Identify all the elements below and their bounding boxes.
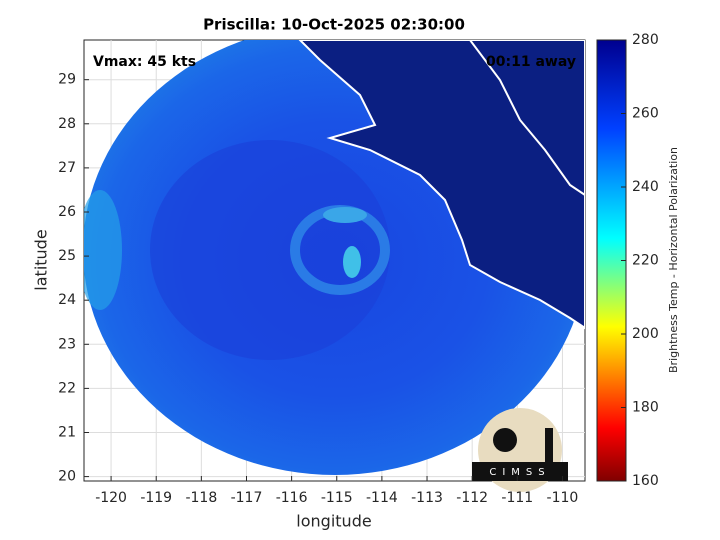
y-tick-label: 21 (58, 424, 76, 440)
logo-dish (493, 428, 517, 452)
y-tick-label: 23 (58, 336, 76, 352)
y-tick-label: 28 (58, 116, 76, 132)
colorbar-label: Brightness Temp - Horizontal Polarizatio… (667, 147, 680, 373)
y-axis-label: latitude (32, 229, 51, 290)
logo-bar (472, 462, 568, 481)
x-tick-label: -116 (276, 490, 308, 506)
land-region (298, 40, 585, 330)
colorbar-tick-label: 280 (632, 32, 659, 48)
edge-feature (84, 190, 122, 310)
y-tick-label: 22 (58, 380, 76, 396)
y-tick-label: 27 (58, 160, 76, 176)
y-tick-label: 20 (58, 469, 76, 485)
logo-tower (545, 428, 553, 462)
x-tick-label: -112 (456, 490, 488, 506)
rainband (323, 207, 367, 223)
y-tick-label: 25 (58, 248, 76, 264)
x-tick-label: -111 (501, 490, 533, 506)
x-tick-label: -115 (321, 490, 353, 506)
vmax-annotation: Vmax: 45 kts (93, 54, 196, 70)
colorbar-tick-label: 200 (632, 326, 659, 342)
cloud-band (150, 140, 390, 360)
swath-image (84, 40, 585, 475)
x-tick-label: -120 (95, 490, 127, 506)
x-axis-label: longitude (296, 512, 371, 531)
x-tick-label: -117 (231, 490, 263, 506)
colorbar-tick-label: 260 (632, 106, 659, 122)
coastline (469, 40, 585, 196)
chart-title: Priscilla: 10-Oct-2025 02:30:00 (203, 16, 465, 34)
x-tick-label: -119 (140, 490, 172, 506)
y-tick-label: 29 (58, 72, 76, 88)
x-tick-label: -114 (366, 490, 398, 506)
x-tick-label: -110 (547, 490, 579, 506)
time-annotation: 00:11 away (486, 54, 576, 70)
x-tick-label: -113 (411, 490, 443, 506)
y-tick-label: 26 (58, 204, 76, 220)
x-tick-label: -118 (185, 490, 217, 506)
colorbar-tick-label: 220 (632, 253, 659, 269)
eye-feature (343, 246, 361, 278)
logo-text: CIMSS (489, 467, 550, 478)
y-tick-label: 24 (58, 292, 76, 308)
cimss-logo: CIMSS (472, 408, 568, 492)
colorbar-tick-label: 180 (632, 400, 659, 416)
colorbar-tick-label: 240 (632, 179, 659, 195)
colorbar-tick-label: 160 (632, 473, 659, 489)
